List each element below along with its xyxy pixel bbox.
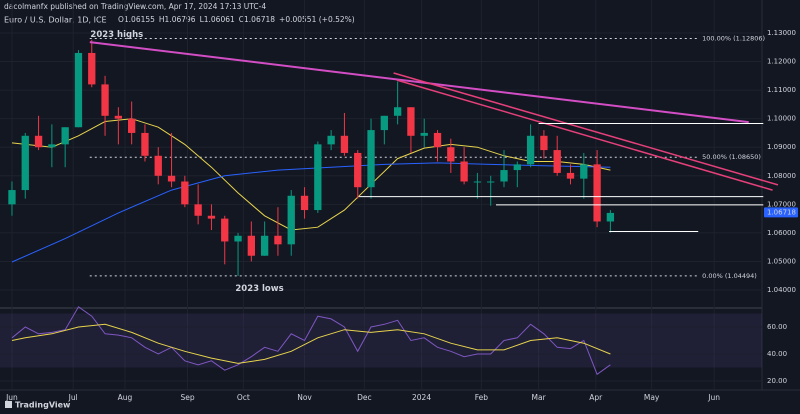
y-tick-label: 1.07000: [767, 200, 796, 208]
candle-body: [540, 135, 548, 151]
author-line: dacolmanfx published on TradingView.com,…: [4, 2, 266, 11]
candle-body: [194, 204, 202, 216]
candle-body: [61, 127, 69, 145]
x-tick-label: Jun: [707, 393, 720, 402]
ohlc-value: +0.00551 (+0.52%): [279, 15, 355, 24]
x-tick-label: Sep: [180, 393, 194, 402]
x-tick-label: 2024: [412, 393, 431, 402]
candle-body: [513, 164, 521, 171]
candle-body: [380, 115, 388, 131]
candle-body: [8, 190, 16, 205]
fib-label: 50.00% (1.08650): [702, 153, 761, 161]
rsi-line: [11, 306, 611, 376]
ohlc-value: H1.06796: [159, 15, 196, 24]
x-tick-label: May: [644, 393, 660, 402]
y-tick-label: 1.05000: [767, 257, 796, 265]
trend-line: [89, 41, 749, 124]
candle-body: [300, 195, 309, 211]
candle-body: [74, 52, 83, 128]
y-tick-label: 1.12000: [767, 58, 796, 66]
candle-body: [181, 181, 189, 205]
trend-line: [393, 72, 779, 186]
x-tick-label: Nov: [297, 393, 312, 402]
fib-label: 100.00% (1.12806): [702, 35, 765, 43]
y-tick-label: 1.10000: [767, 115, 796, 123]
y-tick-label: 1.13000: [767, 29, 796, 37]
candle-body: [593, 164, 601, 222]
y-tick-label: 1.08000: [767, 172, 796, 180]
candle-body: [314, 144, 322, 211]
candle-body: [287, 195, 295, 245]
moving-average: [11, 162, 611, 263]
rsi-line: [11, 323, 611, 364]
candle-body: [566, 172, 575, 179]
fib-label: 0.00% (1.04494): [702, 272, 757, 280]
candle-body: [500, 170, 508, 182]
candle-body: [141, 132, 149, 156]
candle-body: [367, 130, 375, 188]
x-tick-label: Oct: [237, 393, 250, 402]
last-price-label: 1.06718: [767, 208, 796, 216]
brand: TradingView: [15, 401, 71, 410]
ohlc-value: L1.06061: [200, 15, 235, 24]
y-tick-label: 1.11000: [767, 86, 796, 94]
rsi-tick-label: 60.00: [767, 323, 787, 331]
rsi-tick-label: 40.00: [767, 350, 787, 358]
candle-body: [221, 218, 229, 242]
candle-body: [606, 212, 615, 222]
x-tick-label: Feb: [475, 393, 489, 402]
brand-logo: TradingView: [5, 401, 71, 410]
candle-body: [526, 135, 535, 165]
candle-body: [407, 107, 415, 136]
trend-line: [396, 79, 773, 191]
candle-body: [447, 147, 455, 162]
x-tick-label: Apr: [589, 393, 603, 402]
candle-body: [167, 175, 176, 182]
candle-body: [460, 161, 468, 182]
y-tick-label: 1.06000: [767, 229, 796, 237]
candle-body: [327, 135, 335, 145]
candle-body: [433, 132, 442, 148]
annotation: 2023 lows: [235, 284, 283, 294]
rsi-tick-label: 20.00: [767, 377, 787, 385]
candle-body: [207, 215, 216, 219]
annotation: 2023 highs: [90, 30, 143, 40]
candle-body: [21, 135, 29, 191]
last-price-box: [764, 207, 798, 218]
candle-body: [393, 107, 402, 116]
x-tick-label: Mar: [532, 393, 547, 402]
x-tick-label: Aug: [118, 393, 133, 402]
candle-body: [234, 235, 242, 242]
candle-body: [34, 135, 43, 148]
ohlc-value: O1.06155: [118, 15, 155, 24]
x-tick-label: Jul: [68, 393, 78, 402]
ohlc-value: C1.06718: [239, 15, 275, 24]
candle-body: [420, 132, 428, 136]
x-tick-label: Dec: [357, 393, 372, 402]
candle-body: [247, 235, 255, 256]
candle-body: [473, 181, 482, 183]
candle-body: [260, 235, 269, 256]
logo-icon: [5, 401, 12, 408]
candle-body: [340, 135, 349, 153]
candle-body: [48, 144, 56, 148]
candle-body: [487, 181, 495, 183]
candle-body: [88, 52, 96, 85]
candle-body: [154, 155, 162, 176]
x-tick-label: Jun: [5, 393, 18, 402]
candle-body: [127, 118, 136, 133]
candle-body: [553, 150, 561, 173]
candle-body: [101, 84, 109, 116]
candle-body: [354, 152, 362, 188]
y-tick-label: 1.09000: [767, 143, 796, 151]
moving-average: [11, 118, 611, 231]
candle-body: [114, 115, 123, 119]
candle-body: [274, 235, 282, 245]
candle-body: [580, 164, 588, 179]
symbol-title: Euro / U.S. Dollar, 1D, ICE: [4, 16, 107, 25]
y-tick-label: 1.04000: [767, 286, 796, 294]
rsi-band: [0, 313, 762, 368]
